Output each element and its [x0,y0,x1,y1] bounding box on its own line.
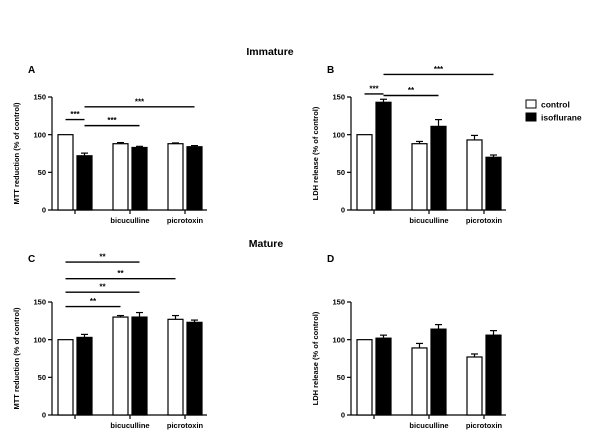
legend-swatch-control [525,99,537,109]
significance-label: ** [99,253,106,262]
y-tick-label: 150 [33,298,46,307]
bar-isoflurane [375,337,392,416]
bar-control [57,339,74,416]
bar-control [167,318,184,416]
bar-control [57,134,74,211]
y-tick-label: 50 [337,168,345,177]
bar-isoflurane [186,321,203,416]
panel-letter: A [28,65,35,76]
y-tick-label: 150 [33,93,46,102]
significance-label: *** [434,65,444,74]
bar-control [411,143,428,211]
x-tick-label: picrotoxin [466,216,503,225]
bar-isoflurane [131,146,148,211]
y-tick-label: 0 [341,206,345,215]
y-tick-label: 100 [33,130,46,139]
y-tick-label: 0 [42,206,46,215]
panel-c: C MTT reduction (% of control) 0 50 100 150 bi… [12,253,207,430]
bar-control [112,143,129,211]
y-tick-label: 0 [42,411,46,420]
x-tick-label: bicuculline [409,421,448,430]
bar-isoflurane [375,101,392,211]
section-title-mature: Mature [249,238,284,250]
x-tick-label: bicuculline [110,421,149,430]
bar-isoflurane [186,146,203,211]
significance-label: ** [90,297,97,306]
y-tick-label: 100 [332,335,345,344]
panel-a: A MTT reduction (% of control) 0 50 100 150 bi… [12,65,207,225]
bar-isoflurane [485,156,502,211]
x-tick-label: picrotoxin [167,421,204,430]
bar-isoflurane [485,334,502,416]
bar-isoflurane [76,336,93,416]
x-tick-label: bicuculline [409,216,448,225]
bar-isoflurane [131,316,148,416]
x-tick-label: picrotoxin [466,421,503,430]
y-axis-label: LDH release (% of control) [311,311,320,405]
panel-letter: B [327,65,334,76]
bar-control [466,356,483,416]
bar-isoflurane [430,328,447,416]
bar-isoflurane [76,155,93,211]
panel-letter: C [28,254,35,265]
y-tick-label: 0 [341,411,345,420]
significance-label: *** [70,110,80,119]
y-tick-label: 100 [332,130,345,139]
panel-letter: D [327,254,334,265]
legend: control isoflurane [525,99,582,123]
bar-isoflurane [430,125,447,211]
bar-control [356,339,373,416]
significance-label: *** [107,116,117,125]
significance-label: ** [117,269,124,278]
significance-label: *** [135,97,145,106]
y-tick-label: 50 [38,168,46,177]
y-tick-label: 50 [337,373,345,382]
bar-control [466,139,483,211]
panel-d: D LDH release (% of control) 0 50 100 150 bicu… [311,254,506,430]
y-tick-label: 100 [33,335,46,344]
legend-label-isoflurane: isoflurane [541,113,582,123]
bar-control [167,143,184,211]
x-tick-label: picrotoxin [167,216,204,225]
y-axis-label: MTT reduction (% of control) [12,102,21,205]
section-title-immature: Immature [246,46,293,58]
significance-label: ** [99,283,106,292]
bar-control [112,316,129,416]
legend-label-control: control [541,100,570,110]
y-tick-label: 50 [38,373,46,382]
y-axis-label: MTT reduction (% of control) [12,307,21,410]
bar-control [356,134,373,211]
y-axis-label: LDH release (% of control) [311,106,320,200]
significance-label: ** [408,86,415,95]
y-tick-label: 150 [332,298,345,307]
y-tick-label: 150 [332,93,345,102]
significance-label: *** [369,84,379,93]
x-tick-label: bicuculline [110,216,149,225]
panel-b: B LDH release (% of control) 0 50 100 150 bicu… [311,65,506,225]
legend-swatch-isoflurane [525,112,537,122]
bar-control [411,347,428,416]
